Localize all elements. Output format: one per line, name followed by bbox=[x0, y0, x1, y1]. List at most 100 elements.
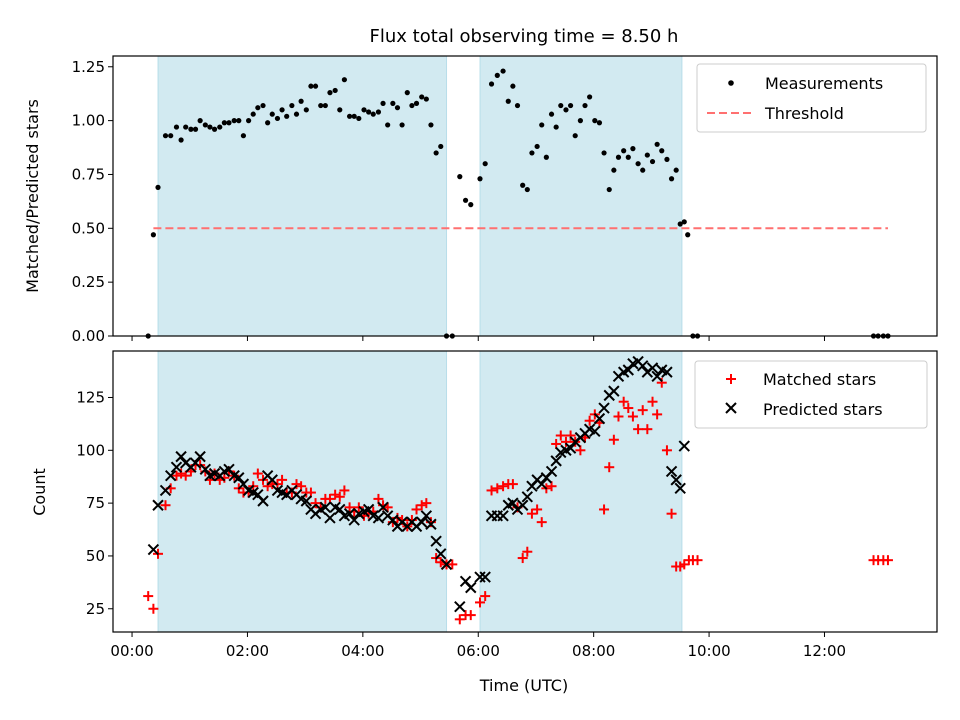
measurement-point bbox=[274, 115, 281, 122]
measurement-point bbox=[346, 113, 353, 119]
matched-star-point bbox=[633, 424, 644, 435]
measurement-point bbox=[409, 102, 415, 109]
measurement-point bbox=[370, 111, 376, 117]
bottom-legend-box bbox=[694, 360, 928, 429]
predicted-star-point bbox=[425, 518, 437, 530]
measurement-point bbox=[162, 133, 169, 139]
matched-star-point bbox=[584, 415, 595, 426]
measurement-point bbox=[423, 96, 429, 102]
measurement-point bbox=[577, 118, 583, 124]
measurement-point bbox=[654, 141, 660, 147]
measurement-point bbox=[640, 167, 646, 173]
y-tick-label: 1.00 bbox=[72, 112, 105, 130]
matched-star-point bbox=[277, 474, 288, 485]
measurement-point bbox=[394, 105, 401, 111]
bottom-shaded-intervals bbox=[157, 350, 683, 633]
measurement-point bbox=[399, 122, 405, 128]
matched-star-point bbox=[486, 485, 497, 496]
measurement-point bbox=[298, 98, 304, 104]
predicted-star-point bbox=[387, 514, 399, 526]
matched-star-point bbox=[507, 479, 518, 490]
predicted-star-point bbox=[377, 501, 389, 514]
measurement-point bbox=[558, 102, 564, 109]
measurement-point bbox=[312, 83, 319, 89]
shaded-interval bbox=[157, 55, 448, 337]
predicted-star-point bbox=[564, 442, 577, 454]
measurement-point bbox=[279, 107, 285, 113]
matched-star-point bbox=[454, 614, 465, 625]
matched-star-point bbox=[171, 470, 182, 481]
measurement-point bbox=[664, 156, 670, 162]
x-tick-label: 02:00 bbox=[226, 642, 269, 660]
measurement-point bbox=[332, 87, 338, 94]
matched-star-point bbox=[474, 597, 485, 608]
measurement-point bbox=[548, 111, 555, 117]
measurement-point bbox=[221, 120, 227, 126]
measurement-point bbox=[351, 113, 357, 119]
legend-predicted-label: Predicted stars bbox=[763, 400, 883, 419]
predicted-star-point bbox=[497, 510, 509, 522]
predicted-star-point bbox=[474, 571, 486, 583]
measurement-point bbox=[284, 113, 290, 119]
measurement-point bbox=[269, 111, 275, 117]
matched-star-point bbox=[666, 508, 677, 519]
measurement-point bbox=[390, 100, 396, 106]
measurement-point bbox=[236, 118, 242, 124]
predicted-star-point bbox=[608, 385, 620, 397]
bottom-axes-frame bbox=[112, 350, 938, 633]
top-axes-frame bbox=[112, 55, 938, 337]
predicted-star-point bbox=[637, 360, 649, 372]
predicted-star-point bbox=[194, 450, 206, 463]
measurement-point bbox=[356, 115, 362, 122]
measurement-point bbox=[150, 232, 156, 238]
matched-star-point bbox=[330, 489, 341, 500]
predicted-star-point bbox=[348, 514, 360, 526]
predicted-star-point bbox=[674, 482, 686, 495]
measurement-point bbox=[413, 100, 420, 106]
predicted-star-point bbox=[416, 516, 428, 528]
matched-star-point bbox=[652, 409, 663, 420]
matched-star-point bbox=[148, 603, 159, 614]
predicted-star-point bbox=[550, 455, 562, 467]
measurement-point bbox=[419, 94, 425, 100]
measurement-point bbox=[644, 152, 650, 158]
matched-star-point bbox=[661, 445, 672, 456]
measurement-point bbox=[621, 148, 627, 154]
bottom-legend: Matched stars Predicted stars bbox=[694, 360, 928, 429]
measurement-point bbox=[433, 150, 439, 156]
matched-star-point bbox=[623, 403, 634, 414]
matched-star-point bbox=[492, 483, 503, 494]
y-tick-label: 0.75 bbox=[72, 165, 105, 183]
measurement-point bbox=[529, 150, 535, 156]
measurement-point bbox=[659, 148, 665, 154]
bottom-y-ticks: 25 50 75 100 125 bbox=[76, 388, 113, 618]
x-axis-label: Time (UTC) bbox=[479, 676, 568, 695]
predicted-star-point bbox=[651, 370, 663, 383]
measurement-point bbox=[226, 120, 232, 126]
x-tick-label: 10:00 bbox=[687, 642, 730, 660]
shaded-interval bbox=[479, 55, 683, 337]
measurement-point bbox=[183, 124, 189, 130]
top-y-ticks: 0.00 0.25 0.50 0.75 1.00 1.25 bbox=[72, 58, 113, 345]
measurement-point bbox=[240, 133, 247, 139]
predicted-star-point bbox=[152, 499, 164, 511]
measurement-point bbox=[322, 102, 328, 109]
measurement-point bbox=[327, 90, 333, 96]
top-legend: Measurements Threshold bbox=[696, 63, 927, 133]
top-shaded-intervals bbox=[157, 55, 683, 337]
legend-matched-marker bbox=[726, 374, 736, 384]
matched-star-point bbox=[310, 498, 321, 509]
measurement-point bbox=[202, 122, 208, 128]
x-tick-label: 00:00 bbox=[110, 642, 153, 660]
legend-threshold-label: Threshold bbox=[764, 104, 844, 123]
top-panel: Flux total observing time = 8.50 h 0.000… bbox=[23, 26, 938, 345]
measurement-point bbox=[553, 124, 559, 130]
measurement-point bbox=[404, 90, 410, 96]
measurement-point bbox=[385, 122, 391, 128]
measurement-point bbox=[231, 118, 237, 124]
top-legend-box bbox=[696, 63, 927, 133]
measurement-point bbox=[606, 186, 612, 193]
predicted-star-point bbox=[430, 535, 442, 547]
measurement-point bbox=[468, 202, 474, 208]
